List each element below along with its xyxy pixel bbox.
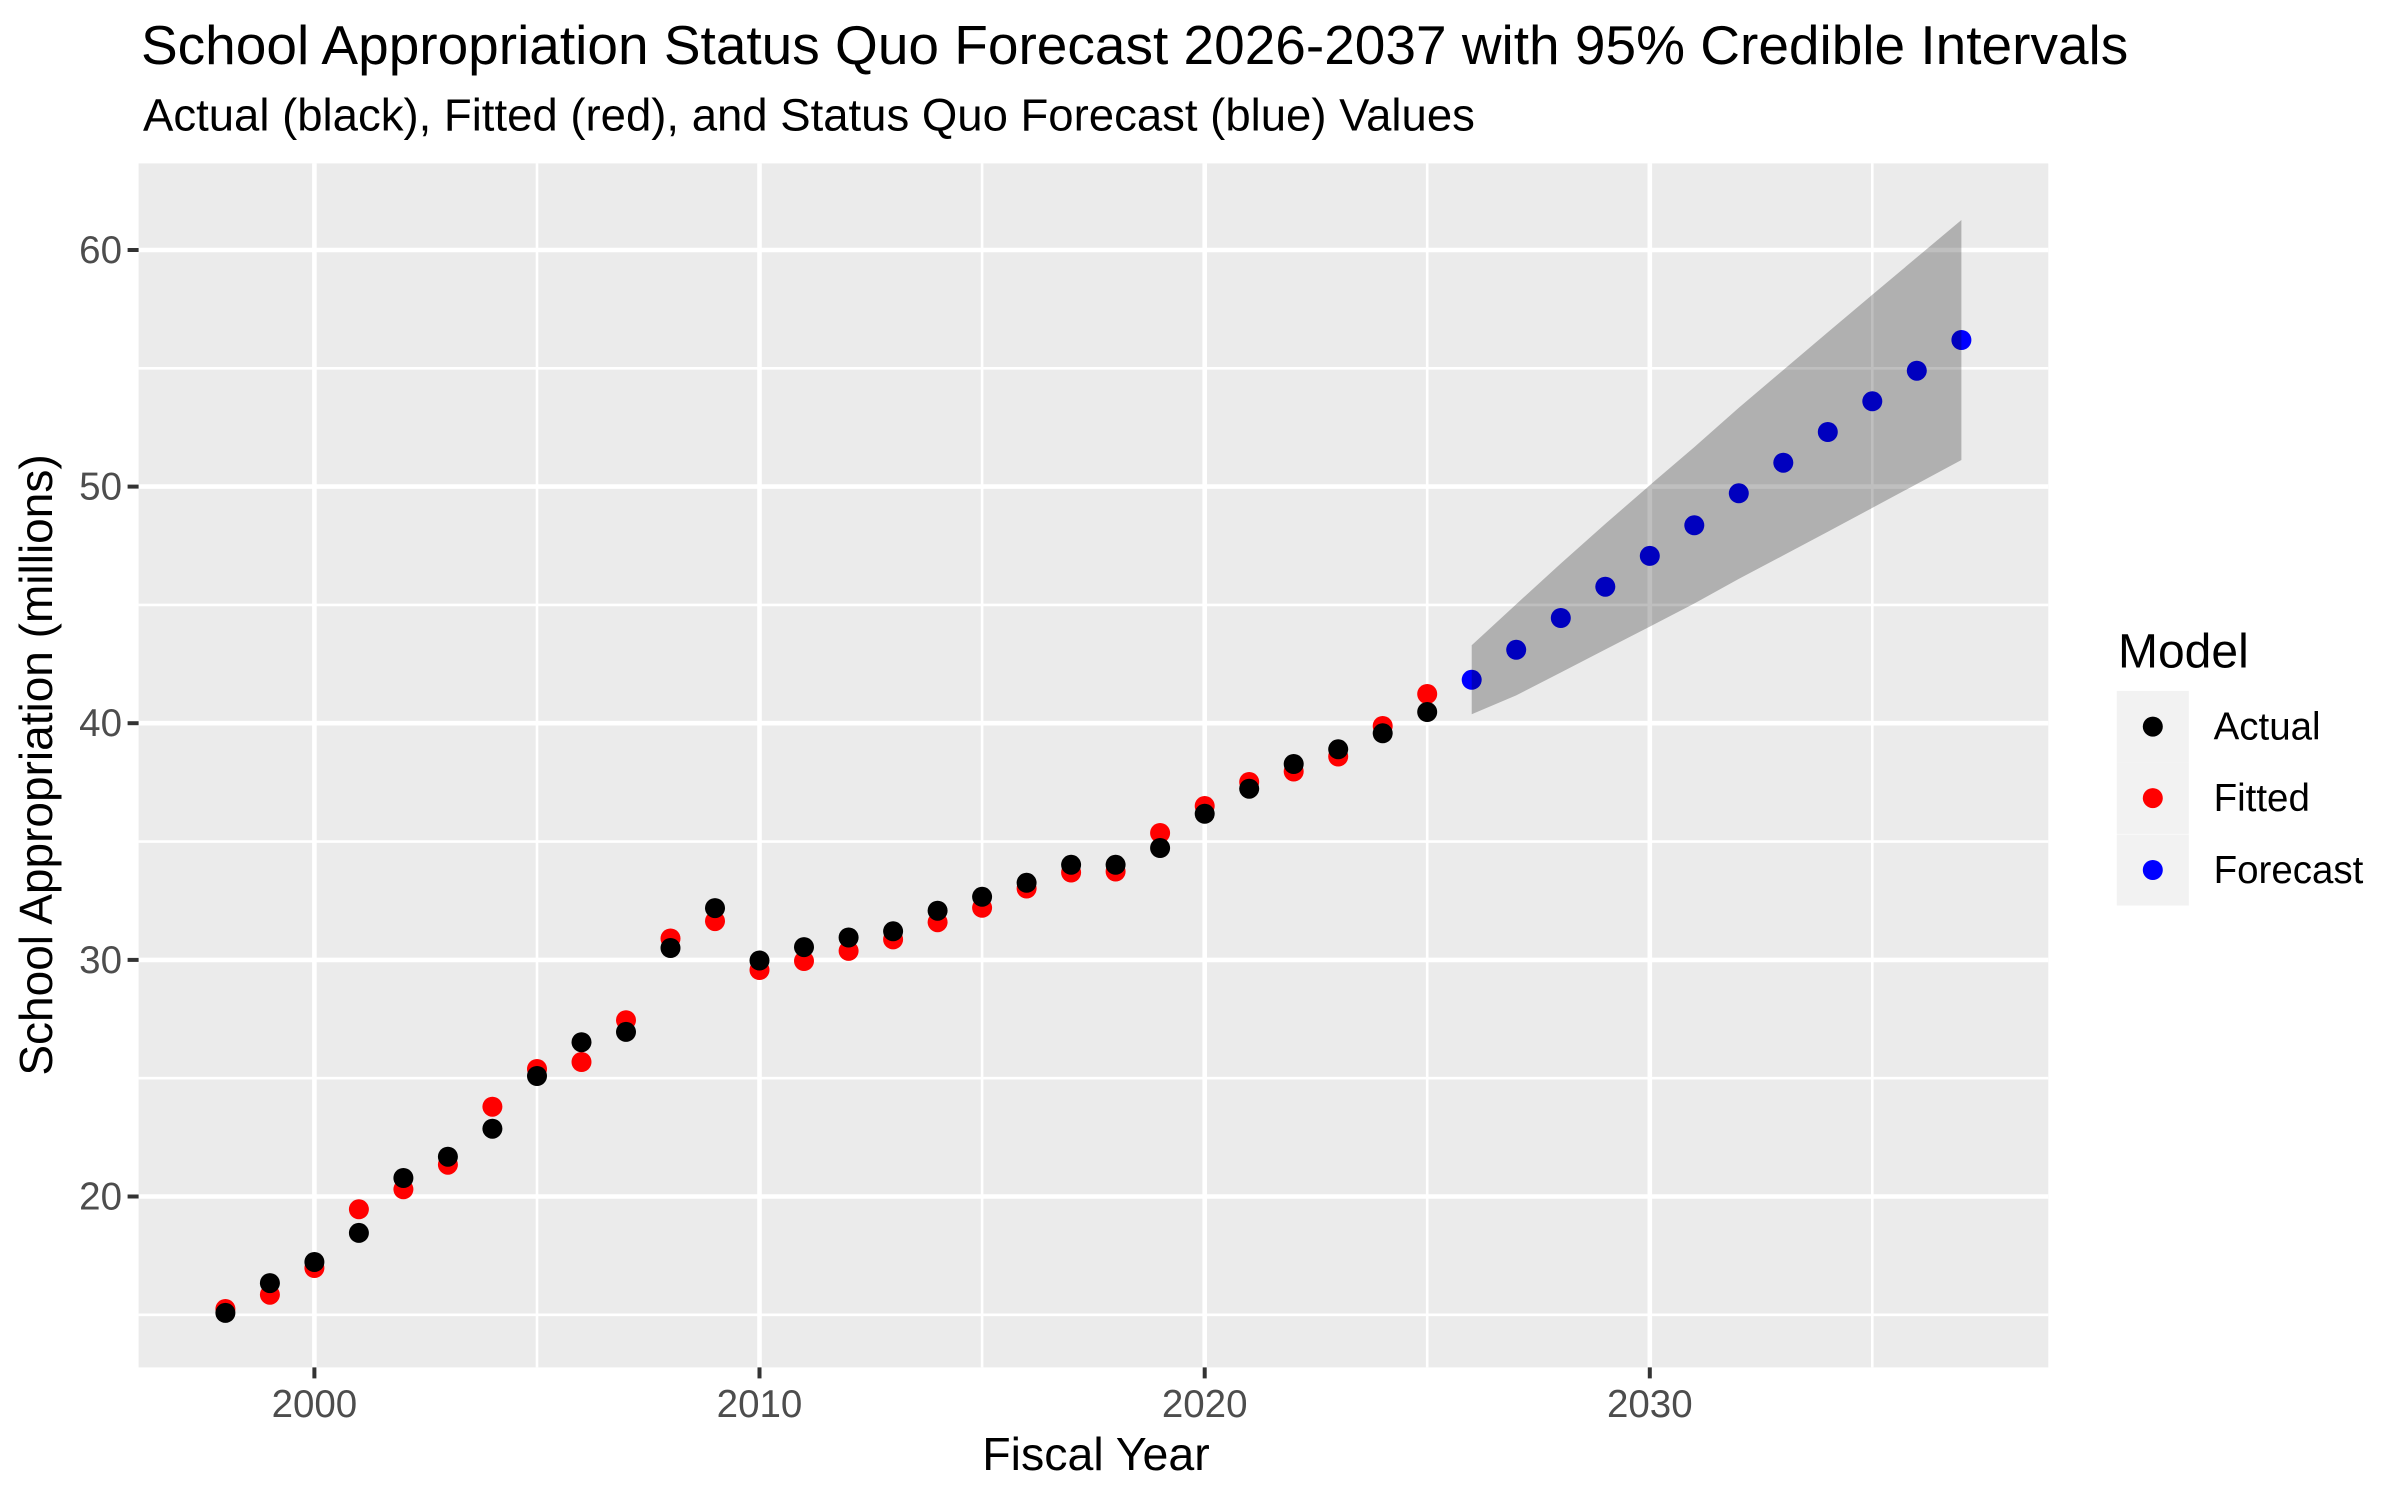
svg-text:Fitted: Fitted [2214, 777, 2310, 820]
svg-text:2020: 2020 [1162, 1383, 1248, 1426]
svg-text:30: 30 [79, 939, 122, 982]
svg-text:Actual: Actual [2214, 706, 2321, 749]
svg-text:50: 50 [79, 466, 122, 509]
svg-text:2000: 2000 [272, 1383, 358, 1426]
svg-text:School Appropriation Status Qu: School Appropriation Status Quo Forecast… [141, 14, 2128, 76]
svg-text:Actual (black), Fitted (red),: Actual (black), Fitted (red), and Status… [143, 90, 1475, 141]
svg-text:Fiscal Year: Fiscal Year [982, 1428, 1209, 1480]
svg-text:40: 40 [79, 702, 122, 745]
svg-text:2030: 2030 [1607, 1383, 1693, 1426]
svg-text:Model: Model [2118, 626, 2249, 679]
svg-text:60: 60 [79, 229, 122, 272]
svg-text:School Appropriation (millions: School Appropriation (millions) [10, 454, 62, 1075]
svg-text:2010: 2010 [717, 1383, 803, 1426]
svg-text:Forecast: Forecast [2214, 849, 2364, 892]
svg-text:20: 20 [79, 1176, 122, 1219]
